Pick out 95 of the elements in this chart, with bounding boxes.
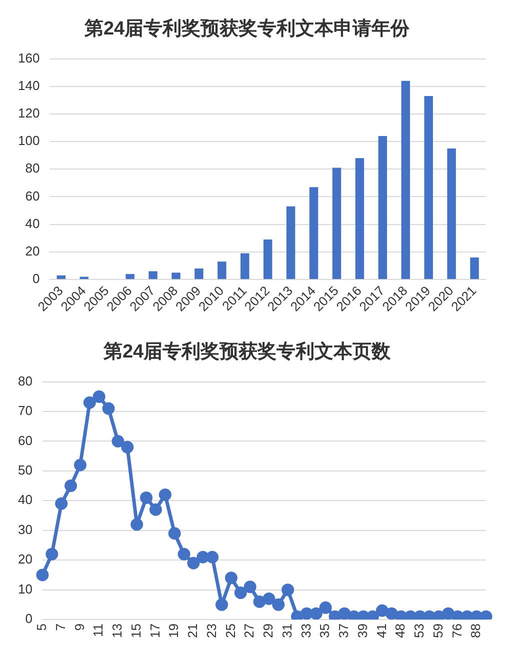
x-tick-label: 25 <box>222 624 238 638</box>
point <box>121 440 134 454</box>
point <box>385 607 398 620</box>
point <box>178 548 190 560</box>
point <box>158 488 172 501</box>
x-tick-label: 76 <box>449 624 464 638</box>
x-tick-label: 39 <box>354 624 370 638</box>
bar <box>172 272 180 280</box>
point <box>253 595 266 608</box>
y-tick-label: 60 <box>25 188 40 204</box>
point <box>102 402 115 415</box>
point <box>442 607 454 620</box>
x-tick-label: 29 <box>260 624 276 638</box>
x-tick-label: 21 <box>185 624 200 638</box>
x-tick-label: 27 <box>242 624 257 638</box>
y-tick-label: 30 <box>18 522 32 537</box>
point <box>262 592 276 605</box>
point <box>196 550 210 564</box>
point <box>234 586 247 600</box>
point <box>36 568 49 582</box>
y-tick-label: 80 <box>25 160 40 176</box>
point <box>310 607 322 620</box>
x-tick-label: 9 <box>72 624 87 631</box>
point <box>140 491 153 504</box>
point <box>272 598 285 611</box>
y-tick-label: 20 <box>25 244 40 259</box>
x-tick-label: 13 <box>110 624 125 638</box>
y-tick-label: 0 <box>25 611 32 626</box>
point <box>216 598 228 611</box>
y-tick-label: 120 <box>18 106 40 121</box>
bar <box>56 275 66 280</box>
bar <box>148 271 158 280</box>
point <box>92 390 106 403</box>
point <box>187 556 200 570</box>
y-tick-label: 80 <box>18 373 32 388</box>
point <box>206 550 219 564</box>
y-tick-label: 140 <box>18 78 40 93</box>
bar <box>263 240 272 280</box>
x-tick-label: 33 <box>298 624 314 638</box>
bar <box>218 262 226 280</box>
y-tick-label: 70 <box>18 403 32 418</box>
point <box>83 396 96 409</box>
y-tick-label: 160 <box>18 50 40 66</box>
point <box>282 584 294 596</box>
x-tick-label: 48 <box>392 624 408 638</box>
point <box>319 601 332 614</box>
y-tick-label: 20 <box>18 552 32 567</box>
chart-title: 第24届专利奖预获奖专利文本页数 <box>102 340 392 363</box>
bar <box>378 136 388 280</box>
y-tick-label: 40 <box>25 216 40 231</box>
x-tick-label: 17 <box>147 624 162 638</box>
x-tick-label: 41 <box>374 624 389 638</box>
bar <box>286 206 296 280</box>
point <box>149 503 162 516</box>
bar <box>332 168 342 280</box>
point <box>244 580 256 594</box>
y-tick-label: 40 <box>18 492 32 508</box>
x-tick-label: 88 <box>468 624 484 638</box>
x-tick-label: 7 <box>52 624 68 631</box>
x-tick-label: 35 <box>317 624 332 638</box>
point <box>130 518 144 531</box>
point <box>46 548 58 560</box>
point <box>55 497 68 510</box>
x-tick-label: 11 <box>90 624 106 638</box>
x-tick-label: 37 <box>336 624 352 638</box>
x-tick-label: 23 <box>204 624 219 638</box>
chart-title: 第24届专利奖预获奖专利文本申请年份 <box>83 18 411 40</box>
y-tick-label: 100 <box>18 133 40 148</box>
point <box>64 480 78 492</box>
bar <box>401 80 410 280</box>
y-tick-label: 10 <box>18 581 32 596</box>
bar <box>470 257 479 280</box>
point <box>338 607 351 620</box>
y-tick-label: 0 <box>32 271 40 286</box>
point <box>112 434 124 448</box>
bar <box>126 274 134 280</box>
x-tick-label: 59 <box>430 624 446 638</box>
y-tick-label: 60 <box>18 432 32 448</box>
bar <box>424 96 433 280</box>
point <box>224 572 238 584</box>
bar <box>309 187 318 280</box>
x-tick-label: 53 <box>412 624 427 638</box>
point <box>300 607 313 620</box>
x-tick-label: 15 <box>128 624 144 638</box>
bar <box>447 148 456 280</box>
bar <box>240 253 250 280</box>
x-tick-label: 5 <box>34 624 50 631</box>
bar <box>194 268 204 280</box>
point <box>74 458 86 472</box>
point <box>168 527 181 540</box>
x-tick-label: 31 <box>279 624 294 638</box>
x-tick-label: 19 <box>166 624 182 638</box>
y-tick-label: 50 <box>18 462 32 478</box>
point <box>376 604 388 617</box>
bar <box>355 158 364 280</box>
